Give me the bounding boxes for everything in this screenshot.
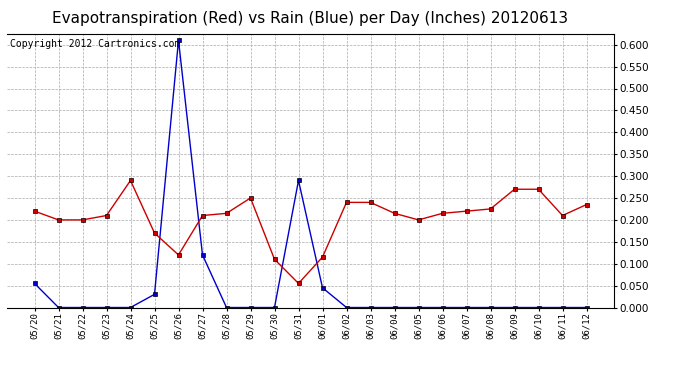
Text: Copyright 2012 Cartronics.com: Copyright 2012 Cartronics.com xyxy=(10,39,180,49)
Text: Evapotranspiration (Red) vs Rain (Blue) per Day (Inches) 20120613: Evapotranspiration (Red) vs Rain (Blue) … xyxy=(52,11,569,26)
